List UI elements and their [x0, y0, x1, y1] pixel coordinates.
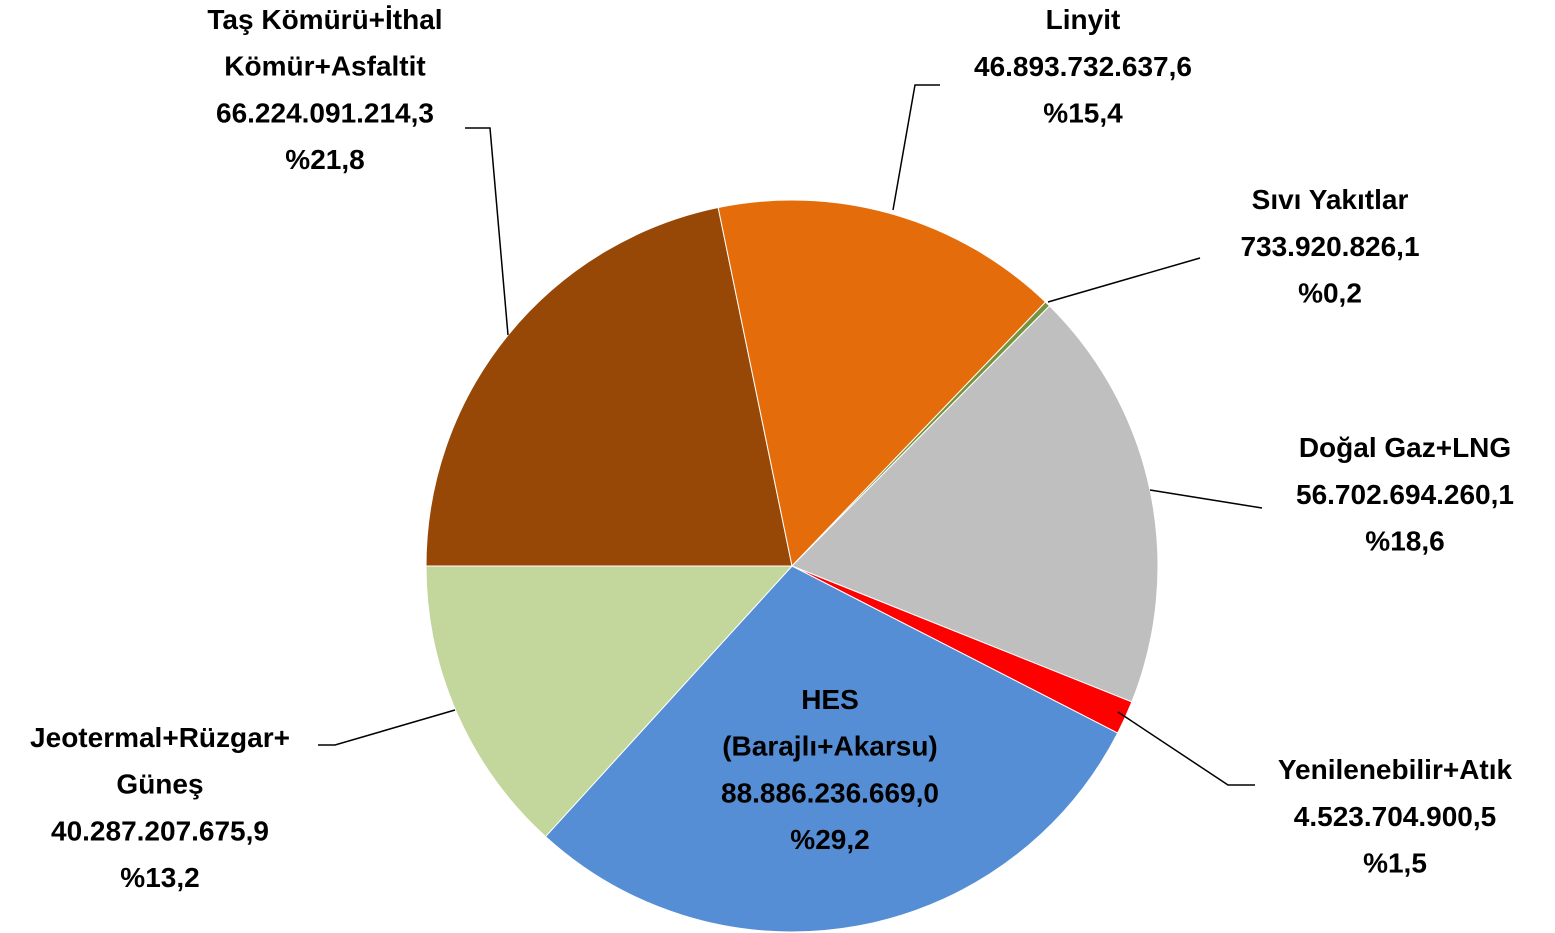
percent-label: %18,6: [1365, 525, 1444, 556]
percent-label: %0,2: [1298, 277, 1362, 308]
leader-line: [1149, 489, 1263, 509]
slice-name: Taş Kömürü+İthal Kömür+Asfaltit: [207, 4, 442, 82]
pie-slice: [717, 199, 1047, 568]
value-label: 56.702.694.260,1: [1296, 479, 1514, 510]
value-label: 40.287.207.675,9: [51, 815, 269, 846]
slice-name: HES (Barajlı+Akarsu): [722, 684, 938, 762]
leader-line: [465, 127, 509, 336]
leader-line: [1047, 257, 1201, 303]
leader-line: [892, 84, 940, 211]
value-label: 88.886.236.669,0: [721, 777, 939, 808]
slice-name: Jeotermal+Rüzgar+ Güneş: [30, 722, 290, 800]
slice-name: Doğal Gaz+LNG: [1299, 432, 1511, 463]
pie-slice: [425, 565, 794, 838]
slice-name: Sıvı Yakıtlar: [1252, 184, 1409, 215]
percent-label: %15,4: [1043, 97, 1123, 128]
percent-label: %21,8: [285, 144, 364, 175]
leader-line: [1117, 711, 1255, 786]
pie-slice: [544, 565, 1119, 933]
slice-name: Linyit: [1046, 4, 1121, 35]
leader-line: [318, 709, 456, 746]
percent-label: %1,5: [1363, 847, 1427, 878]
value-label: 46.893.732.637,6: [974, 51, 1192, 82]
pie-slice: [791, 305, 1159, 703]
value-label: 66.224.091.214,3: [216, 97, 434, 128]
percent-label: %29,2: [790, 824, 869, 855]
percent-label: %13,2: [120, 862, 199, 893]
slice-name: Yenilenebilir+Atık: [1278, 754, 1513, 785]
value-label: 733.920.826,1: [1240, 231, 1419, 262]
value-label: 4.523.704.900,5: [1294, 801, 1496, 832]
